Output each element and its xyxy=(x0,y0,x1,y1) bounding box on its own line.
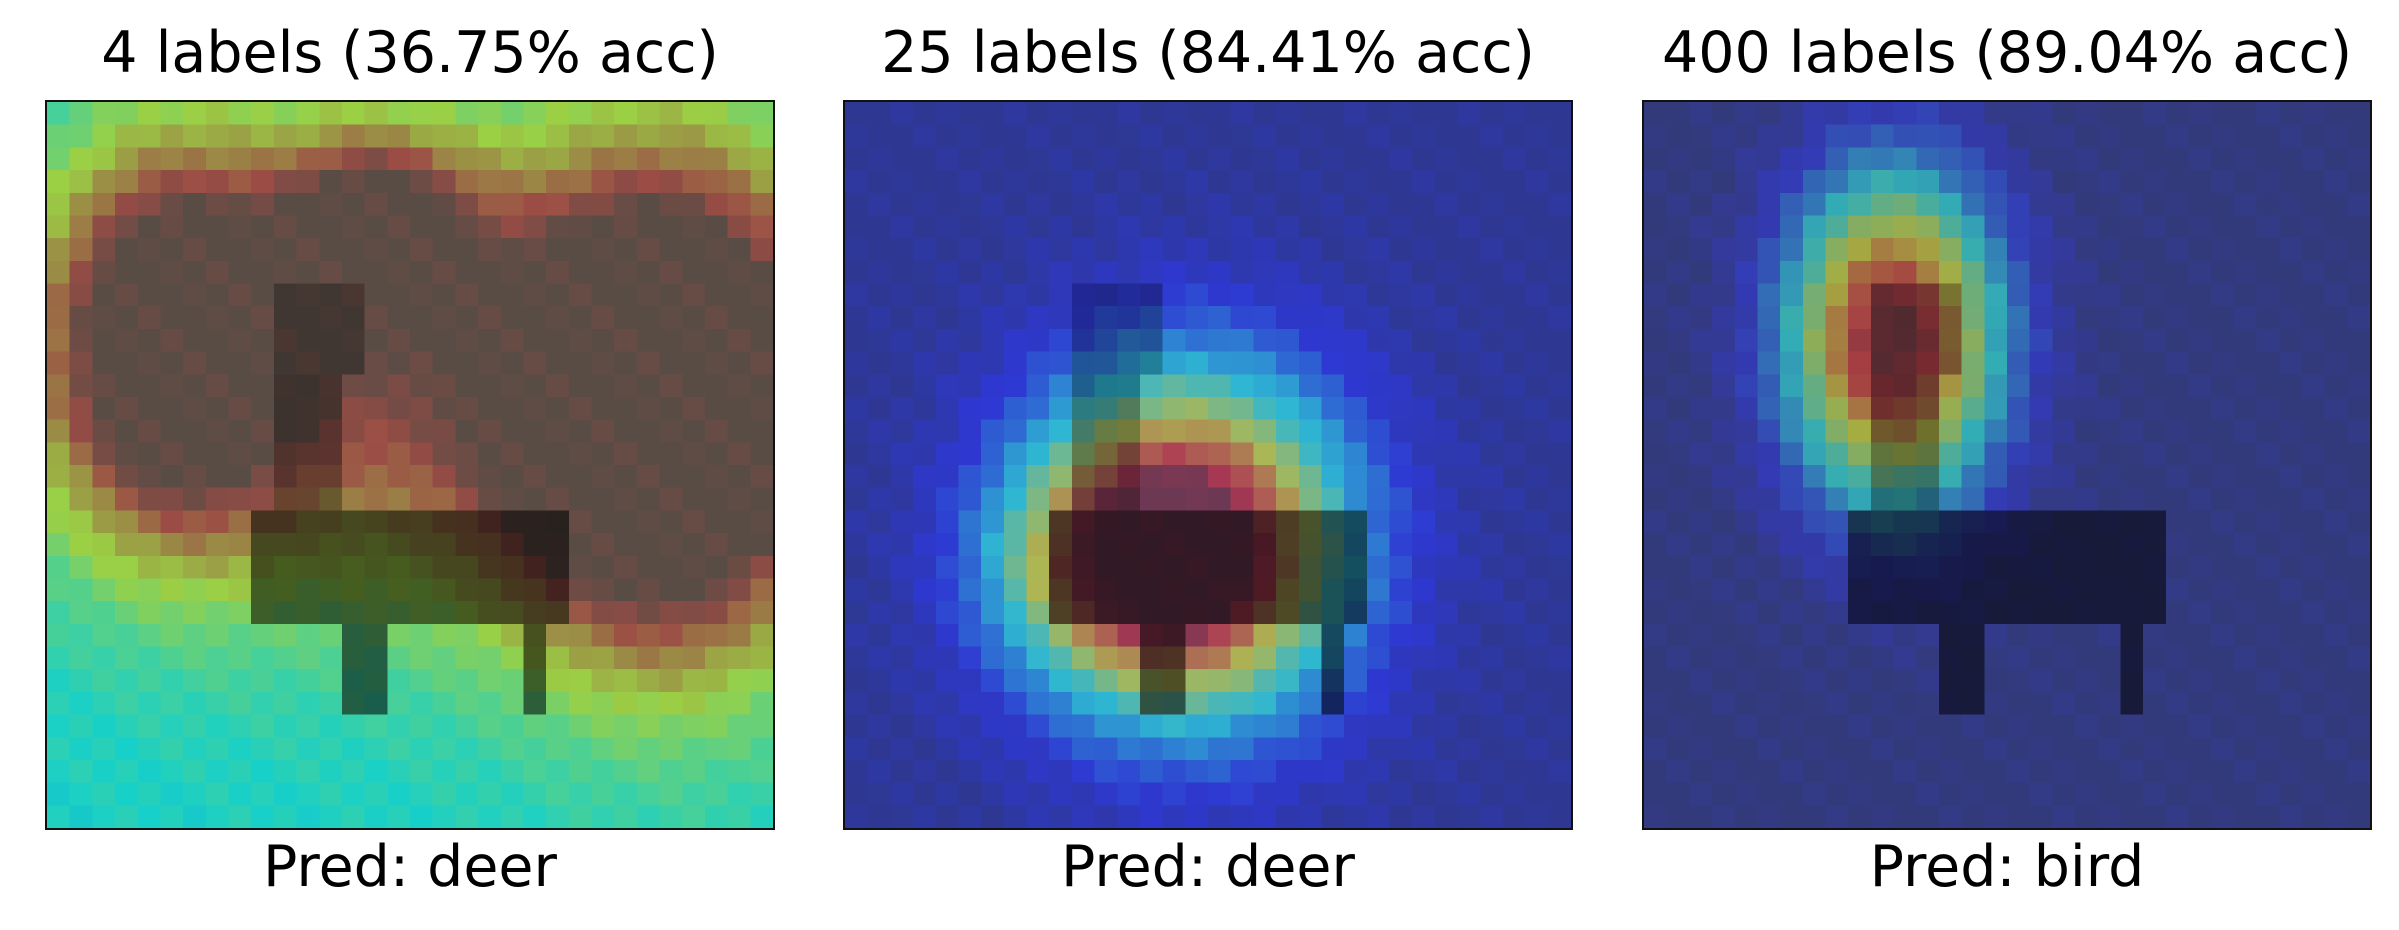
panel-4-labels: 4 labels (36.75% acc) Pred: deer xyxy=(45,0,775,930)
heatmap-image xyxy=(45,100,775,830)
panel-25-labels: 25 labels (84.41% acc) Pred: deer xyxy=(843,0,1573,930)
heatmap-image xyxy=(843,100,1573,830)
prediction-label: Pred: deer xyxy=(263,834,557,900)
panel-400-labels: 400 labels (89.04% acc) Pred: bird xyxy=(1642,0,2372,930)
panel-title: 25 labels (84.41% acc) xyxy=(881,20,1535,86)
prediction-label: Pred: bird xyxy=(1869,834,2145,900)
heatmap-image xyxy=(1642,100,2372,830)
panel-title: 400 labels (89.04% acc) xyxy=(1661,20,2353,86)
panel-title: 4 labels (36.75% acc) xyxy=(101,20,719,86)
prediction-label: Pred: deer xyxy=(1061,834,1355,900)
